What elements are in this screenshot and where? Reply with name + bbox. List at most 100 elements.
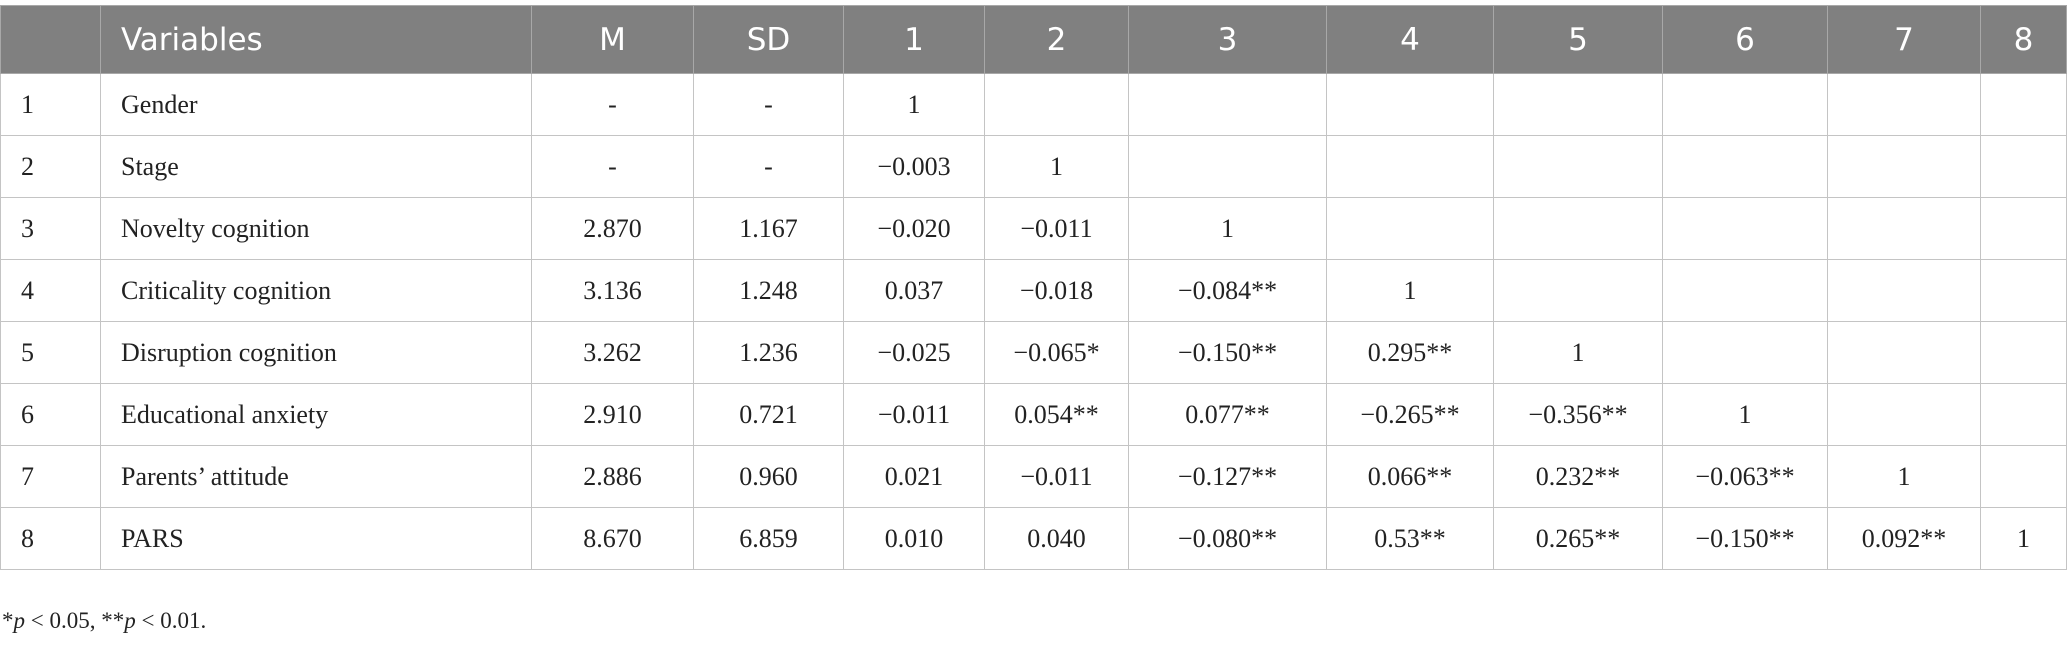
empty-cell: [1662, 73, 1828, 136]
table-cell: -: [693, 135, 844, 198]
footnote-part: p: [124, 608, 136, 633]
empty-cell: [1827, 197, 1981, 260]
table-cell: −0.025: [843, 321, 985, 384]
table-cell: 2: [0, 135, 101, 198]
table-cell: Novelty cognition: [100, 197, 532, 260]
empty-cell: [1827, 259, 1981, 322]
table-cell: 1.167: [693, 197, 844, 260]
empty-cell: [1493, 259, 1663, 322]
header-cell: 1: [843, 5, 985, 74]
header-cell: SD: [693, 5, 844, 74]
table-cell: Criticality cognition: [100, 259, 532, 322]
empty-cell: [1662, 197, 1828, 260]
table-cell: 0.092**: [1827, 507, 1981, 570]
table-cell: −0.063**: [1662, 445, 1828, 508]
table-cell: 3: [0, 197, 101, 260]
table-row: 1 Gender - -1: [0, 73, 2067, 136]
table-cell: 0.960: [693, 445, 844, 508]
empty-cell: [1980, 321, 2067, 384]
table-cell: 0.295**: [1326, 321, 1494, 384]
table-row: 7 Parents’ attitude 2.886 0.960 0.021 −0.011−…: [0, 445, 2067, 508]
table-cell: 0.040: [984, 507, 1129, 570]
header-cell: 4: [1326, 5, 1494, 74]
table-row: 8 PARS 8.670 6.859 0.010 0.040 −0.080** 0.53** 0…: [0, 507, 2067, 570]
table-cell: 0.077**: [1128, 383, 1327, 446]
table-cell: 2.910: [531, 383, 694, 446]
empty-cell: [1326, 197, 1494, 260]
table-cell: 7: [0, 445, 101, 508]
empty-cell: [984, 73, 1129, 136]
table-cell: Educational anxiety: [100, 383, 532, 446]
table-cell: 0.53**: [1326, 507, 1494, 570]
empty-cell: [1980, 383, 2067, 446]
table-cell: 1: [1980, 507, 2067, 570]
table-body: 1 Gender - -1 2 Stage - - −0.003 1 3 Novelty cognit…: [0, 73, 2067, 570]
empty-cell: [1980, 197, 2067, 260]
empty-cell: [1662, 321, 1828, 384]
table-cell: −0.018: [984, 259, 1129, 322]
header-cell: 8: [1980, 5, 2067, 74]
header-cell: Variables: [100, 5, 532, 74]
table-cell: -: [693, 73, 844, 136]
table-row: 2 Stage - - −0.003 1: [0, 135, 2067, 198]
table-cell: 0.232**: [1493, 445, 1663, 508]
table-cell: 3.262: [531, 321, 694, 384]
footnote-part: *: [2, 608, 14, 633]
table-cell: PARS: [100, 507, 532, 570]
empty-cell: [1980, 135, 2067, 198]
header-cell: 3: [1128, 5, 1327, 74]
table-cell: −0.003: [843, 135, 985, 198]
table-cell: 2.886: [531, 445, 694, 508]
header-cell: 5: [1493, 5, 1663, 74]
empty-cell: [1827, 383, 1981, 446]
empty-cell: [1827, 73, 1981, 136]
table-cell: 0.021: [843, 445, 985, 508]
footnote-part: < 0.01.: [135, 608, 207, 633]
table-cell: 0.721: [693, 383, 844, 446]
empty-cell: [1326, 73, 1494, 136]
table-cell: 0.037: [843, 259, 985, 322]
table-cell: 1: [1827, 445, 1981, 508]
table-cell: −0.020: [843, 197, 985, 260]
header-cell: 2: [984, 5, 1129, 74]
table-cell: 8: [0, 507, 101, 570]
empty-cell: [1980, 259, 2067, 322]
table-cell: −0.356**: [1493, 383, 1663, 446]
table-row: 5 Disruption cognition 3.262 1.236 −0.025 −0.…: [0, 321, 2067, 384]
empty-cell: [1128, 135, 1327, 198]
footnote-part: < 0.05, **: [25, 608, 125, 633]
table-cell: Stage: [100, 135, 532, 198]
empty-cell: [1493, 197, 1663, 260]
table-cell: Gender: [100, 73, 532, 136]
table-cell: 1: [1662, 383, 1828, 446]
empty-cell: [1493, 73, 1663, 136]
empty-cell: [1128, 73, 1327, 136]
table-cell: 1: [1326, 259, 1494, 322]
table-cell: −0.084**: [1128, 259, 1327, 322]
table-cell: 1: [1128, 197, 1327, 260]
table-cell: 1.248: [693, 259, 844, 322]
table-cell: 4: [0, 259, 101, 322]
empty-cell: [1980, 73, 2067, 136]
empty-cell: [1493, 135, 1663, 198]
table-cell: −0.011: [984, 197, 1129, 260]
empty-cell: [1662, 259, 1828, 322]
table-cell: −0.065*: [984, 321, 1129, 384]
empty-cell: [1827, 135, 1981, 198]
header-cell: 7: [1827, 5, 1981, 74]
table-cell: 1: [984, 135, 1129, 198]
empty-cell: [1326, 135, 1494, 198]
table-cell: 8.670: [531, 507, 694, 570]
header-cell: M: [531, 5, 694, 74]
table-cell: 6.859: [693, 507, 844, 570]
table-cell: -: [531, 73, 694, 136]
table-cell: Parents’ attitude: [100, 445, 532, 508]
table-row: 3 Novelty cognition 2.870 1.167 −0.020 −0.011…: [0, 197, 2067, 260]
table-cell: 1: [1493, 321, 1663, 384]
table-cell: −0.150**: [1662, 507, 1828, 570]
table-cell: 1: [843, 73, 985, 136]
table-cell: -: [531, 135, 694, 198]
header-cell: [0, 5, 101, 74]
table-cell: 1.236: [693, 321, 844, 384]
table-cell: 0.010: [843, 507, 985, 570]
